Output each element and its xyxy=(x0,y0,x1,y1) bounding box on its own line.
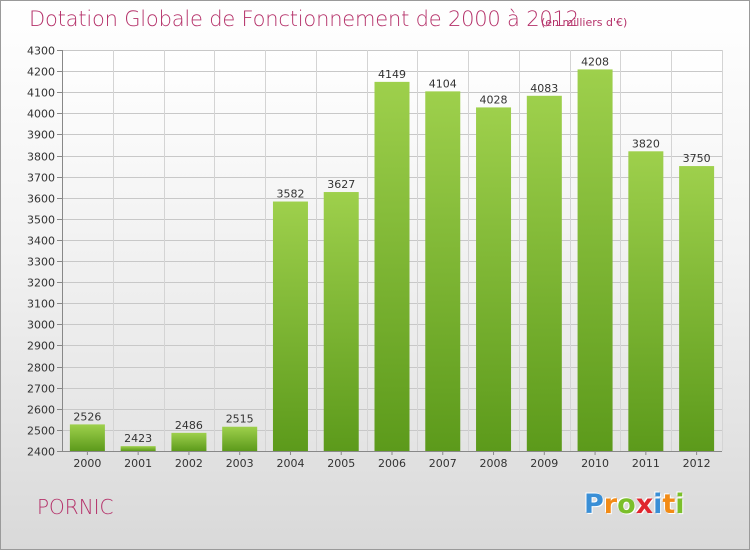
bar xyxy=(476,107,512,452)
logo-letter: P xyxy=(584,489,604,520)
y-tick-label: 3600 xyxy=(27,193,55,206)
data-label: 4104 xyxy=(429,77,457,90)
data-label: 4083 xyxy=(530,82,558,95)
data-label: 3820 xyxy=(632,137,660,150)
x-tick-label: 2005 xyxy=(327,457,355,470)
data-label: 2423 xyxy=(124,432,152,445)
logo-letter: r xyxy=(603,489,618,520)
y-tick-label: 3100 xyxy=(27,298,55,311)
bar xyxy=(425,91,461,451)
bar xyxy=(628,151,664,451)
y-tick-label: 2800 xyxy=(27,362,55,375)
data-label: 4149 xyxy=(378,68,406,81)
bars xyxy=(69,69,715,452)
bar xyxy=(526,95,562,451)
x-tick-label: 2009 xyxy=(530,457,558,470)
y-tick-label: 2600 xyxy=(27,404,55,417)
x-tick-label: 2001 xyxy=(124,457,152,470)
data-label: 3627 xyxy=(327,178,355,191)
bar xyxy=(323,192,359,451)
data-label: 3750 xyxy=(683,152,711,165)
y-tick-label: 3900 xyxy=(27,129,55,142)
y-tick-label: 2900 xyxy=(27,340,55,353)
bar xyxy=(374,81,410,451)
y-tick-label: 2700 xyxy=(27,383,55,396)
y-tick-label: 3300 xyxy=(27,256,55,269)
data-label: 2515 xyxy=(226,413,254,426)
x-tick-label: 2007 xyxy=(429,457,457,470)
x-tick-label: 2002 xyxy=(175,457,203,470)
bar xyxy=(222,426,258,451)
y-tick-label: 3700 xyxy=(27,172,55,185)
x-tick-label: 2003 xyxy=(226,457,254,470)
y-tick-label: 4300 xyxy=(27,45,55,58)
data-label: 2486 xyxy=(175,419,203,432)
bar xyxy=(69,424,105,451)
bar xyxy=(272,201,308,451)
labels: 2400 2500 2600 2700 2800 2900 3000 3100 3200 3300… xyxy=(27,45,711,471)
x-tick-label: 2010 xyxy=(581,457,609,470)
y-tick-label: 3500 xyxy=(27,214,55,227)
x-tick-label: 2004 xyxy=(276,457,304,470)
place-name: PORNIC xyxy=(37,495,114,519)
data-label: 2526 xyxy=(73,410,101,423)
y-tick-label: 3800 xyxy=(27,151,55,164)
y-tick-label: 2500 xyxy=(27,425,55,438)
logo-letter: o xyxy=(617,489,636,520)
logo-letter: i xyxy=(653,489,663,520)
y-tick-label: 3400 xyxy=(27,235,55,248)
y-tick-label: 4200 xyxy=(27,66,55,79)
data-label: 4028 xyxy=(480,93,508,106)
logo-letter: t xyxy=(662,489,676,520)
y-tick-label: 4000 xyxy=(27,108,55,121)
logo-letter: i xyxy=(675,489,685,520)
x-tick-label: 2012 xyxy=(683,457,711,470)
data-label: 3582 xyxy=(276,188,304,201)
bar xyxy=(577,69,613,451)
y-tick-label: 2400 xyxy=(27,446,55,459)
y-tick-label: 3000 xyxy=(27,319,55,332)
bar xyxy=(679,166,715,451)
y-tick-label: 4100 xyxy=(27,87,55,100)
chart-title: Dotation Globale de Fonctionnement de 20… xyxy=(29,7,579,31)
y-tick-label: 3200 xyxy=(27,277,55,290)
x-tick-label: 2006 xyxy=(378,457,406,470)
chart-subtitle: (en milliers d'€) xyxy=(541,16,628,29)
bar xyxy=(171,432,207,451)
x-tick-label: 2008 xyxy=(480,457,508,470)
data-label: 4208 xyxy=(581,55,609,68)
x-tick-label: 2000 xyxy=(73,457,101,470)
proxiti-logo: Proxiti xyxy=(584,489,694,523)
logo-letter: x xyxy=(635,489,654,520)
bar xyxy=(120,446,156,451)
x-tick-label: 2011 xyxy=(632,457,660,470)
